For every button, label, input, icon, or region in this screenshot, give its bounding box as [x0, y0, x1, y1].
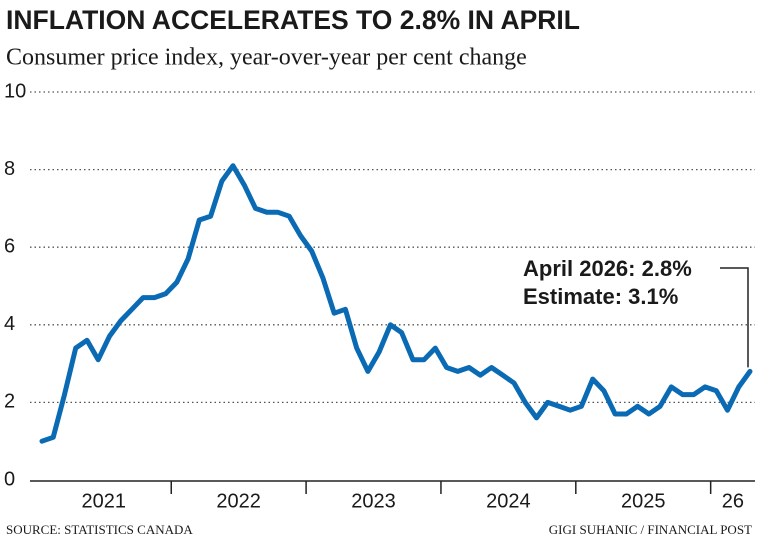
chart-title: INFLATION ACCELERATES TO 2.8% IN APRIL — [6, 5, 580, 35]
y-tick-label: 10 — [4, 80, 26, 102]
x-tick-label: 26 — [722, 490, 744, 512]
y-tick-label: 4 — [4, 313, 15, 335]
y-tick-label: 2 — [4, 391, 15, 413]
y-tick-label: 8 — [4, 158, 15, 180]
x-tick-label: 2023 — [351, 490, 396, 512]
annotation-connector — [720, 267, 749, 368]
chart-subtitle: Consumer price index, year-over-year per… — [6, 45, 527, 71]
y-tick-label: 6 — [4, 235, 15, 257]
x-tick-label: 2024 — [486, 490, 531, 512]
x-tick-label: 2022 — [216, 490, 261, 512]
y-tick-label: 0 — [4, 468, 15, 490]
x-tick-label: 2025 — [621, 490, 666, 512]
line — [39, 163, 753, 444]
x-tick-label: 2021 — [82, 490, 127, 512]
credit: GIGI SUHANIC / FINANCIAL POST — [549, 522, 752, 537]
annotation: April 2026: 2.8% — [523, 256, 692, 281]
annotation: Estimate: 3.1% — [523, 284, 678, 309]
source: SOURCE: STATISTICS CANADA — [6, 522, 193, 537]
